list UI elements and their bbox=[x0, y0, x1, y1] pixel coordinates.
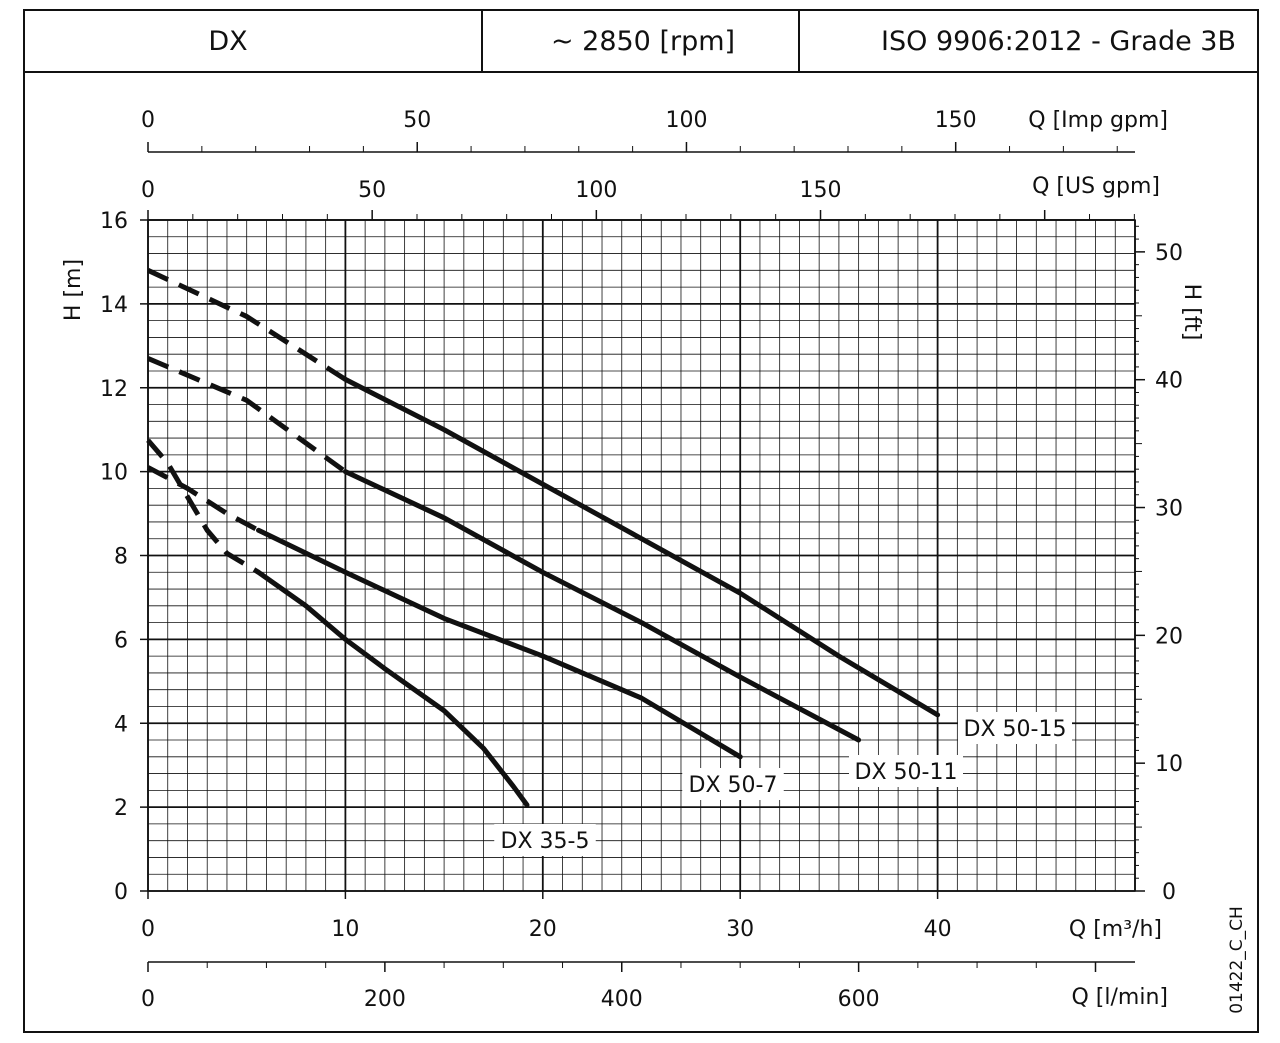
y-left-tick-label: 6 bbox=[114, 628, 128, 653]
x-bottom-lmin-tick-label: 200 bbox=[364, 987, 406, 1012]
y-right-tick-label: 50 bbox=[1155, 241, 1183, 266]
chart-grid bbox=[147, 219, 1136, 892]
header-speed: ~ 2850 [rpm] bbox=[551, 26, 735, 57]
x-primary-tick-label: 40 bbox=[924, 917, 952, 942]
y-right-tick-label: 10 bbox=[1155, 752, 1183, 777]
y-left-tick-label: 2 bbox=[114, 796, 128, 821]
curve-dx-50-11-solid bbox=[342, 469, 862, 743]
x-bottom-lmin-label: Q [l/min] bbox=[1072, 985, 1169, 1010]
x-primary-tick-label: 30 bbox=[726, 917, 754, 942]
x-top-imp-tick-label: 150 bbox=[935, 108, 977, 133]
curve-dx-35-5-solid bbox=[256, 569, 530, 808]
y-right-tick-label: 20 bbox=[1155, 624, 1183, 649]
y-right-tick-label: 30 bbox=[1155, 497, 1183, 522]
drawing-code: 01422_C_CH bbox=[1227, 906, 1247, 1014]
curve-label-dx-35-5: DX 35-5 bbox=[501, 829, 590, 854]
curve-label-bg bbox=[849, 755, 963, 787]
x-top-imp-label: Q [Imp gpm] bbox=[1028, 108, 1168, 133]
x-top-imp-tick-label: 100 bbox=[665, 108, 707, 133]
curve-label-bg bbox=[494, 824, 596, 856]
header-model: DX bbox=[208, 26, 247, 57]
x-top-us-label: Q [US gpm] bbox=[1032, 174, 1160, 199]
curve-label-dx-50-11: DX 50-11 bbox=[855, 760, 958, 785]
y-left-tick-label: 12 bbox=[100, 377, 128, 402]
curve-dx-50-11-dashed bbox=[147, 356, 347, 474]
curve-label-dx-50-7: DX 50-7 bbox=[689, 773, 778, 798]
curve-dx-35-5-dashed bbox=[146, 438, 260, 575]
y-left-label: H [m] bbox=[61, 259, 86, 321]
x-primary-tick-label: 20 bbox=[529, 917, 557, 942]
x-bottom-lmin-tick-label: 600 bbox=[838, 987, 880, 1012]
x-primary-tick-label: 0 bbox=[141, 917, 155, 942]
y-left-tick-label: 16 bbox=[100, 209, 128, 234]
x-top-us-tick-label: 0 bbox=[141, 178, 155, 203]
x-top-imp-tick-label: 0 bbox=[141, 108, 155, 133]
curve-dx-50-15-solid bbox=[342, 376, 941, 718]
y-left-tick-label: 10 bbox=[100, 461, 128, 486]
y-right-label: H [ft] bbox=[1179, 284, 1204, 341]
curve-dx-50-7-dashed bbox=[146, 465, 260, 533]
y-left-tick-label: 0 bbox=[114, 880, 128, 905]
outer-frame bbox=[23, 9, 1259, 1033]
y-right-tick-label: 0 bbox=[1162, 880, 1176, 905]
y-left-tick-label: 14 bbox=[100, 293, 128, 318]
x-top-us-tick-label: 100 bbox=[575, 178, 617, 203]
y-right-tick-label: 40 bbox=[1155, 369, 1183, 394]
curve-label-bg bbox=[958, 712, 1072, 744]
x-bottom-lmin-tick-label: 0 bbox=[141, 987, 155, 1012]
y-left-tick-label: 8 bbox=[114, 545, 128, 570]
header-standard: ISO 9906:2012 - Grade 3B bbox=[881, 26, 1236, 57]
y-left-tick-label: 4 bbox=[114, 712, 128, 737]
x-bottom-lmin-tick-label: 400 bbox=[601, 987, 643, 1012]
x-top-us-tick-label: 150 bbox=[800, 178, 842, 203]
curve-dx-50-15-dashed bbox=[146, 268, 347, 382]
x-top-imp-tick-label: 50 bbox=[403, 108, 431, 133]
curve-label-dx-50-15: DX 50-15 bbox=[964, 717, 1067, 742]
curve-dx-50-7-solid bbox=[256, 527, 743, 760]
x-top-us-tick-label: 50 bbox=[358, 178, 386, 203]
curve-label-bg bbox=[682, 768, 784, 800]
x-primary-label: Q [m³/h] bbox=[1069, 917, 1162, 942]
x-primary-tick-label: 10 bbox=[331, 917, 359, 942]
